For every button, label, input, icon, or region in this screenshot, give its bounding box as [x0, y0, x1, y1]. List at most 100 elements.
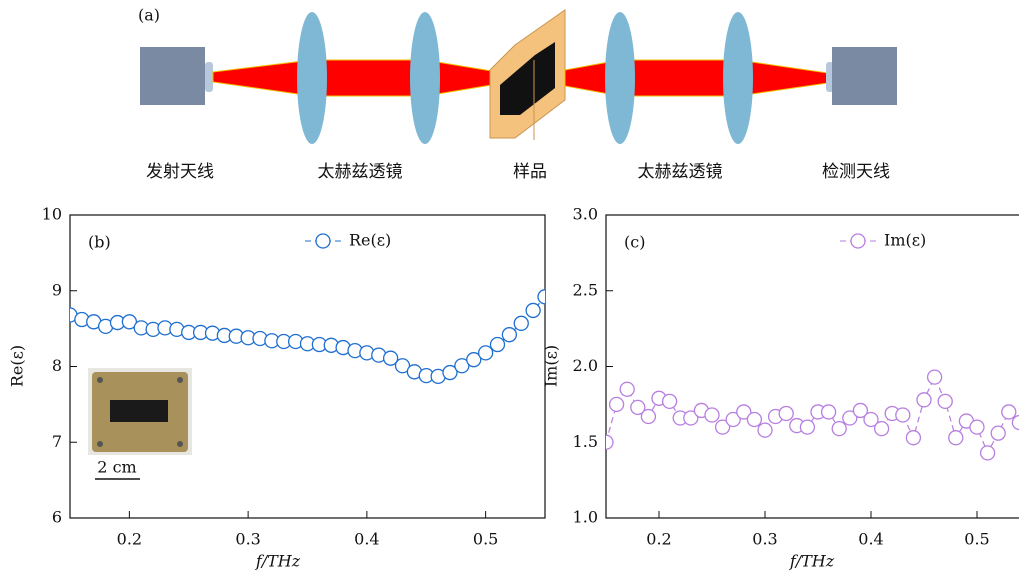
data-point: [121, 314, 138, 330]
diagram-label: 发射天线: [146, 162, 214, 182]
screw-hole: [97, 441, 103, 447]
data-point: [831, 420, 847, 437]
screw-hole: [177, 377, 183, 383]
sample: [500, 42, 555, 115]
data-point: [606, 434, 614, 450]
y-tick-label: 1.0: [573, 508, 598, 527]
diagram-label: 检测天线: [822, 162, 890, 182]
data-point: [382, 350, 399, 366]
panel-label: (c): [624, 233, 645, 252]
y-axis-label: Im(ε): [542, 345, 561, 387]
plot-area: [606, 369, 1019, 461]
data-point: [1001, 404, 1017, 420]
y-tick-label: 9: [52, 280, 62, 299]
data-point: [525, 302, 541, 319]
legend-label: Re(ε): [349, 231, 391, 250]
x-axis-label: f/THz: [255, 552, 301, 571]
lens: [605, 12, 635, 144]
data-point: [640, 408, 657, 425]
data-point: [725, 411, 741, 428]
legend-marker: [315, 233, 331, 249]
diagram-label: 太赫兹透镜: [638, 162, 723, 182]
inset-photo: 2 cm: [88, 368, 192, 480]
x-tick-label: 0.5: [473, 530, 498, 549]
data-point: [905, 430, 922, 446]
data-point: [630, 399, 646, 416]
x-tick-label: 0.4: [858, 530, 883, 549]
data-point: [979, 445, 996, 461]
lens: [723, 12, 753, 144]
lens: [297, 12, 327, 144]
panel-label: (a): [138, 6, 160, 25]
data-point: [990, 425, 1006, 441]
x-tick-label: 0.5: [964, 530, 989, 549]
diagram-label: 太赫兹透镜: [318, 162, 403, 182]
x-tick-label: 0.2: [117, 530, 142, 549]
data-point: [895, 407, 911, 423]
beam: [311, 59, 426, 97]
y-tick-label: 8: [52, 356, 62, 375]
data-point: [799, 419, 816, 435]
data-point: [820, 404, 837, 420]
data-point: [501, 327, 518, 343]
data-point: [537, 289, 545, 305]
emitter-tip: [205, 62, 213, 92]
data-point: [948, 430, 964, 446]
x-axis-label: f/THz: [789, 552, 835, 571]
data-point: [757, 422, 773, 438]
data-point: [926, 369, 943, 385]
x-tick-label: 0.3: [235, 530, 260, 549]
data-point: [683, 410, 699, 426]
screw-hole: [177, 441, 183, 447]
data-point: [489, 336, 506, 353]
data-point: [746, 411, 763, 428]
data-point: [477, 345, 494, 361]
panel-label: (b): [88, 233, 111, 252]
legend-marker: [850, 233, 866, 249]
y-tick-label: 2.5: [573, 280, 598, 299]
beam: [619, 59, 739, 97]
data-point: [394, 358, 411, 374]
data-point: [863, 411, 879, 428]
detector: [832, 47, 897, 105]
x-tick-label: 0.3: [752, 530, 777, 549]
x-tick-label: 0.4: [354, 530, 379, 549]
plot-area: [70, 289, 545, 384]
diagram-label: 样品: [513, 162, 547, 182]
y-tick-label: 7: [52, 432, 62, 451]
data-point: [1011, 414, 1019, 431]
y-tick-label: 10: [42, 205, 62, 224]
waveguide-aperture: [110, 400, 168, 422]
data-point: [608, 396, 625, 413]
emitter: [140, 47, 205, 105]
data-point: [873, 420, 890, 437]
legend-label: Im(ε): [884, 231, 926, 250]
data-point: [736, 404, 752, 420]
data-point: [916, 392, 932, 408]
data-point: [937, 393, 953, 409]
data-point: [619, 381, 635, 397]
data-point: [969, 419, 985, 435]
data-point: [852, 402, 869, 419]
y-axis-label: Re(ε): [8, 345, 27, 387]
data-point: [454, 358, 470, 374]
y-tick-label: 1.5: [573, 432, 598, 451]
y-tick-label: 6: [52, 508, 62, 527]
data-point: [661, 393, 678, 409]
axes-frame: [605, 214, 1019, 519]
data-point: [466, 352, 482, 368]
y-tick-label: 3.0: [573, 205, 598, 224]
y-tick-label: 2.0: [573, 356, 598, 375]
data-point: [842, 410, 858, 426]
scale-label: 2 cm: [97, 458, 136, 477]
data-point: [778, 405, 794, 422]
data-point: [704, 407, 720, 423]
screw-hole: [97, 377, 103, 383]
lens: [410, 12, 440, 144]
setup-diagram: (a) 发射天线 太赫兹透镜 样品 太赫兹透镜 检测天线: [138, 6, 897, 182]
data-point: [442, 364, 458, 381]
data-point: [513, 315, 529, 331]
x-tick-label: 0.2: [646, 530, 671, 549]
data-point: [714, 419, 731, 435]
